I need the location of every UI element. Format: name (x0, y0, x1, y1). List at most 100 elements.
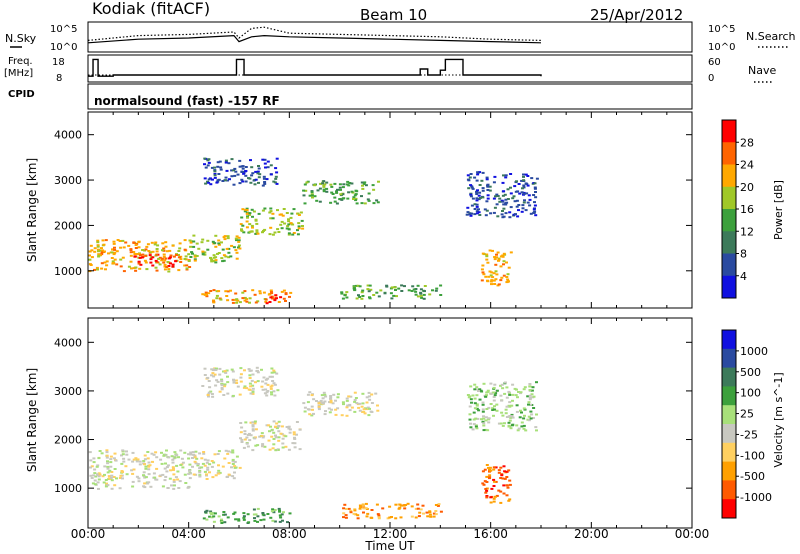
velocity-cell-band-5 (429, 515, 433, 518)
sky-left-label: N.Sky (5, 32, 37, 45)
velocity-cell-band-6 (472, 411, 476, 414)
velocity-cell-band-5 (353, 508, 357, 511)
power-cell-band-0 (93, 268, 96, 271)
velocity-cell-band-3 (322, 402, 325, 405)
velocity-cell-band-6 (475, 407, 479, 410)
power-cell-band-8 (504, 176, 508, 179)
velocity-cell-band-2 (267, 424, 271, 427)
velocity-cell-band-8 (225, 369, 229, 372)
velocity-cell-band-6 (480, 418, 483, 421)
velocity-ylabel: Slant Range [km] (25, 368, 39, 472)
velocity-cell-band-6 (529, 403, 533, 406)
power-cell-band-1 (169, 254, 173, 257)
power-cell-band-8 (501, 194, 505, 197)
power-cell-band-6 (268, 301, 272, 303)
velocity-cell-band-0 (142, 474, 145, 477)
power-cell-band-10 (257, 165, 260, 167)
velocity-cell-band-0 (183, 473, 187, 476)
power-cell-band-4 (361, 184, 364, 187)
velocity-cell-band-1 (217, 472, 221, 475)
velocity-cell-band-7 (502, 465, 506, 468)
power-cell-band-8 (522, 179, 526, 182)
velocity-cell-band-4 (232, 512, 236, 515)
velocity-cell-band-1 (189, 453, 193, 456)
power-ylabel: Slant Range [km] (25, 158, 39, 262)
velocity-cell-band-0 (105, 454, 109, 457)
velocity-cell-band-3 (317, 401, 321, 404)
power-cell-band-0 (150, 241, 154, 244)
power-cell-band-0 (178, 247, 182, 250)
power-cell-band-3 (250, 208, 254, 211)
power-cell-band-8 (492, 197, 496, 200)
power-cell-band-4 (333, 182, 337, 185)
power-cell-band-0 (178, 242, 182, 245)
velocity-cell-band-8 (270, 371, 274, 374)
power-cell-band-0 (127, 265, 131, 268)
power-cell-band-8 (481, 189, 485, 192)
power-cell-band-4 (325, 181, 329, 184)
velocity-cell-band-8 (218, 367, 222, 370)
power-cell-band-8 (473, 203, 477, 206)
velocity-cell-band-2 (239, 431, 243, 434)
power-cell-band-10 (238, 165, 242, 168)
velocity-cell-band-2 (265, 424, 269, 427)
velocity-cell-band-2 (243, 438, 247, 441)
power-cell-band-8 (496, 215, 500, 218)
power-cell-band-0 (145, 268, 149, 271)
power-colorbar-tick-label: 16 (740, 203, 754, 216)
power-cell-band-2 (220, 257, 224, 260)
power-cell-band-8 (475, 179, 479, 182)
velocity-cell-band-6 (500, 411, 504, 414)
freq-left-label-2: [MHz] (4, 68, 33, 79)
velocity-cell-band-0 (147, 468, 151, 471)
power-cell-band-10 (244, 170, 247, 173)
power-cell-band-0 (115, 263, 119, 266)
velocity-cell-band-6 (513, 387, 517, 390)
power-cell-band-5 (224, 290, 228, 293)
velocity-cell-band-3 (329, 397, 332, 400)
velocity-cell-band-3 (348, 404, 352, 407)
power-cell-band-3 (287, 228, 291, 231)
velocity-cell-band-4 (278, 510, 282, 513)
power-cell-band-0 (141, 249, 145, 251)
velocity-cell-band-6 (477, 390, 480, 392)
velocity-cell-band-8 (266, 377, 270, 380)
power-cell-band-7 (422, 297, 426, 300)
power-cell-band-1 (149, 258, 153, 261)
power-cell-band-3 (261, 209, 265, 212)
power-cell-band-10 (236, 173, 240, 176)
velocity-cell-band-6 (482, 422, 486, 425)
velocity-cell-band-2 (277, 439, 281, 442)
power-cell-band-8 (504, 174, 508, 177)
velocity-cell-band-2 (281, 437, 285, 440)
velocity-cell-band-2 (291, 442, 295, 445)
velocity-cell-band-0 (109, 458, 113, 461)
power-cell-band-3 (290, 212, 294, 215)
velocity-cell-band-7 (502, 492, 506, 495)
power-cell-band-7 (372, 294, 376, 296)
velocity-cell-band-0 (161, 473, 165, 476)
power-cell-band-2 (214, 245, 218, 248)
velocity-cell-band-0 (164, 475, 168, 478)
power-cell-band-8 (475, 203, 479, 206)
velocity-cell-band-0 (88, 451, 92, 454)
power-cell-band-10 (210, 166, 214, 169)
velocity-cell-band-6 (474, 417, 478, 420)
velocity-cell-band-0 (107, 475, 111, 478)
velocity-cell-band-7 (493, 480, 496, 483)
power-cell-band-8 (533, 186, 537, 189)
power-cell-band-9 (488, 249, 492, 252)
power-cell-band-8 (498, 200, 502, 203)
power-cell-band-8 (513, 200, 517, 203)
velocity-cell-band-8 (266, 383, 270, 386)
power-cell-band-10 (204, 166, 208, 169)
power-cell-band-5 (231, 301, 235, 304)
power-cell-band-8 (486, 197, 490, 200)
power-cell-band-4 (353, 194, 357, 197)
velocity-cell-band-4 (209, 510, 213, 513)
velocity-cell-band-0 (164, 462, 167, 465)
power-cell-band-7 (366, 284, 370, 287)
velocity-cell-band-0 (165, 449, 168, 452)
velocity-cell-band-3 (358, 409, 362, 412)
power-cell-band-10 (254, 170, 258, 173)
